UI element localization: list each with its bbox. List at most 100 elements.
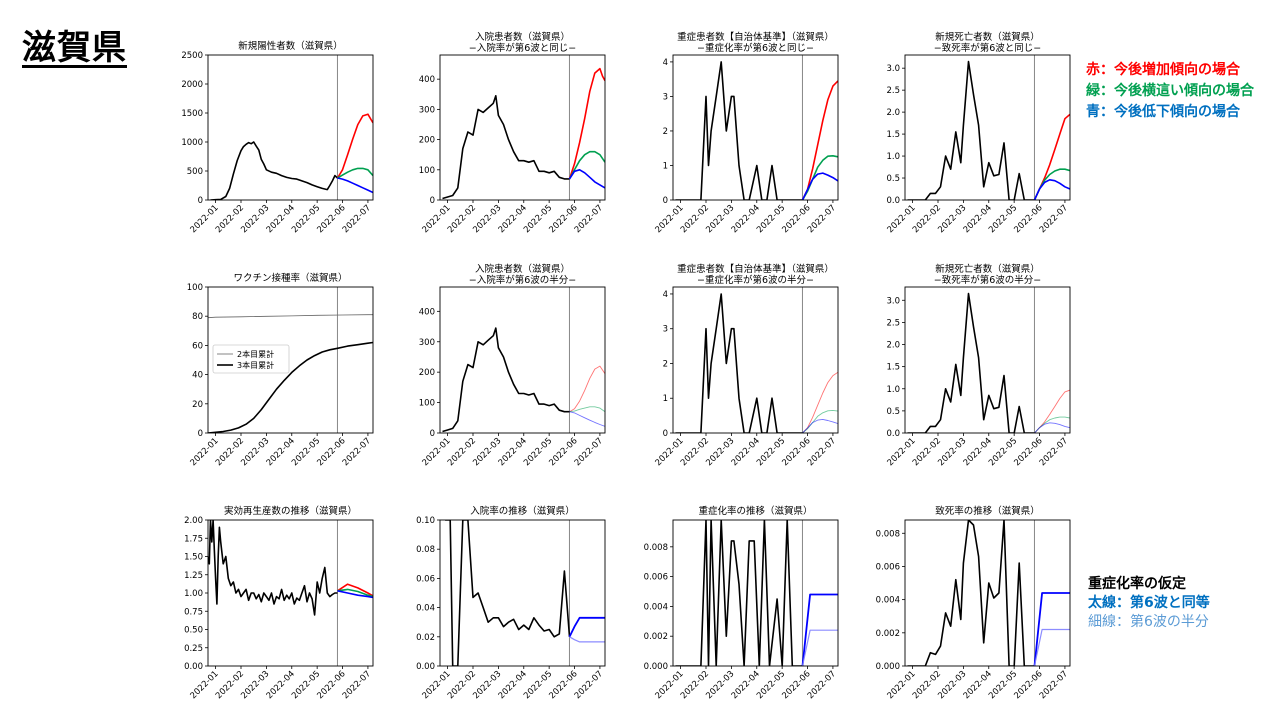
y-tick-label: 2.5	[886, 86, 900, 96]
x-tick-label: 2022-07	[341, 436, 373, 468]
assumption-thick: 太線：第6波と同等	[1088, 595, 1210, 611]
series-line-thin	[569, 636, 605, 643]
y-tick-label: 2	[663, 359, 668, 369]
series-line-flat	[569, 406, 605, 413]
plot-frame	[207, 286, 374, 434]
scenario-increase: 赤：今後増加傾向の場合	[1086, 62, 1240, 78]
y-tick-label: 0	[198, 196, 203, 206]
plot-frame	[672, 286, 839, 434]
y-tick-label: 0.004	[876, 596, 900, 606]
series-line-flat	[337, 167, 373, 179]
series-line-decrease	[1033, 179, 1070, 200]
chart-title: 入院患者数（滋賀県）	[475, 31, 570, 43]
series-line-decrease	[337, 590, 373, 599]
chart-title: 重症患者数【自治体基準】（滋賀県）	[677, 31, 834, 43]
plot-frame	[672, 54, 839, 201]
plot-frame	[207, 519, 374, 667]
chart-title: 新規死亡者数（滋賀県）	[935, 31, 1040, 43]
x-tick-label: 2022-07	[573, 436, 605, 468]
series-line-dose2	[208, 314, 373, 319]
y-tick-label: 0.00	[184, 662, 203, 672]
chart-title: 新規死亡者数（滋賀県）	[935, 263, 1040, 275]
series-line-observed	[442, 327, 570, 433]
y-tick-label: 0.000	[644, 662, 668, 672]
x-tick-label: 2022-07	[341, 669, 373, 701]
y-tick-label: 0.08	[416, 545, 435, 555]
y-tick-label: 3.0	[886, 64, 900, 74]
series-line-flat	[1034, 416, 1070, 433]
y-tick-label: 4	[663, 58, 668, 68]
y-tick-label: 400	[419, 307, 435, 317]
x-tick-label: 2022-07	[573, 203, 605, 235]
series-line-thick	[1033, 592, 1070, 666]
x-tick-label: 2022-07	[806, 203, 838, 235]
chart-title: ワクチン接種率（滋賀県）	[233, 272, 347, 284]
y-tick-label: 2.0	[886, 108, 900, 118]
y-tick-label: 0.002	[876, 629, 900, 639]
y-tick-label: 3.0	[886, 296, 900, 306]
y-tick-label: 1500	[181, 109, 203, 119]
series-line-observed	[907, 520, 1035, 666]
y-tick-label: 300	[419, 105, 435, 115]
prefecture-title: 滋賀県	[22, 28, 127, 68]
chart-subtitle: −入院率が第6波と同じ−	[469, 42, 576, 54]
x-tick-label: 2022-07	[1038, 436, 1070, 468]
y-tick-label: 500	[187, 167, 203, 177]
y-tick-label: 0	[430, 429, 435, 439]
y-tick-label: 1.0	[886, 385, 900, 395]
series-line-decrease	[1034, 422, 1070, 433]
y-tick-label: 100	[187, 283, 203, 293]
y-tick-label: 0.004	[644, 602, 668, 612]
plot-frame	[672, 519, 839, 667]
x-tick-label: 2022-07	[573, 669, 605, 701]
series-line-observed	[675, 520, 803, 666]
series-line-observed	[675, 61, 803, 200]
y-tick-label: 0.000	[876, 662, 900, 672]
chart-subtitle: −致死率が第6波と同じ−	[934, 42, 1041, 54]
chart-title: 入院率の推移（滋賀県）	[470, 505, 575, 517]
y-tick-label: 0.25	[184, 644, 203, 654]
y-tick-label: 0.008	[876, 529, 900, 539]
y-tick-label: 0.5	[886, 174, 900, 184]
y-tick-label: 0	[430, 196, 435, 206]
y-tick-label: 60	[192, 341, 203, 351]
y-tick-label: 3	[663, 92, 668, 102]
series-line-thick	[568, 616, 605, 638]
series-line-observed	[907, 292, 1035, 433]
chart-subtitle: −重症化率が第6波と同じ−	[697, 42, 814, 54]
assumption-thin: 細線：第6波の半分	[1088, 614, 1209, 630]
x-tick-label: 2022-07	[341, 203, 373, 235]
series-line-observed	[442, 95, 570, 200]
chart-subtitle: −致死率が第6波の半分−	[934, 274, 1041, 286]
chart-title: 致死率の推移（滋賀県）	[935, 505, 1040, 517]
series-line-decrease	[568, 169, 605, 189]
series-line-increase	[337, 583, 373, 597]
y-tick-label: 1.75	[184, 534, 203, 544]
x-tick-label: 2022-07	[806, 436, 838, 468]
series-line-increase	[801, 80, 838, 200]
series-line-thin	[801, 629, 838, 666]
y-tick-label: 200	[419, 136, 435, 146]
chart-title: 新規陽性者数（滋賀県）	[238, 40, 343, 52]
y-tick-label: 0	[663, 429, 668, 439]
y-tick-label: 80	[192, 312, 203, 322]
series-line-flat	[568, 150, 605, 180]
y-tick-label: 1.0	[886, 152, 900, 162]
y-tick-label: 0.10	[416, 516, 435, 526]
y-tick-label: 1.25	[184, 571, 203, 581]
series-line-observed	[907, 60, 1035, 200]
chart-title: 実効再生産数の推移（滋賀県）	[224, 505, 357, 517]
y-tick-label: 40	[192, 371, 203, 381]
series-line-thin	[1033, 628, 1070, 666]
y-tick-label: 0.5	[886, 407, 900, 417]
y-tick-label: 0.75	[184, 607, 203, 617]
y-tick-label: 20	[192, 400, 203, 410]
y-tick-label: 2000	[181, 80, 203, 90]
y-tick-label: 0.02	[416, 633, 435, 643]
series-line-observed	[675, 293, 803, 433]
y-tick-label: 2	[663, 127, 668, 137]
y-tick-label: 3	[663, 325, 668, 335]
legend-label: 3本目累計	[237, 360, 274, 370]
series-line-flat	[1033, 168, 1070, 200]
